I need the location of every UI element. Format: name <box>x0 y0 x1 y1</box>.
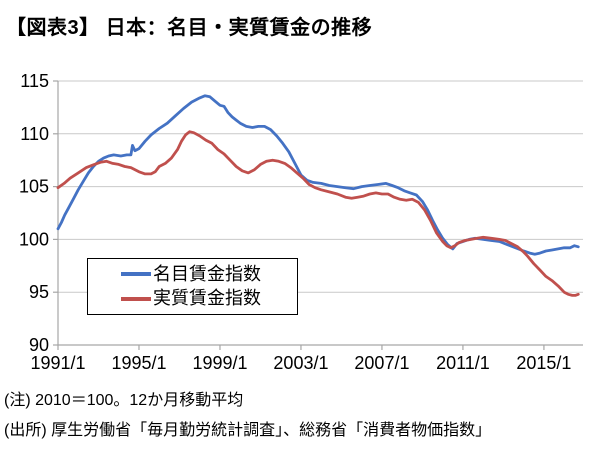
legend-label-real: 実質賃金指数 <box>153 288 261 309</box>
note-text: (注) 2010＝100。12か月移動平均 <box>4 392 244 409</box>
legend-label-nominal: 名目賃金指数 <box>153 263 261 284</box>
x-tick-label-1991: 1991/1 <box>30 353 85 373</box>
source-text: (出所) 厚生労働省「毎月勤労統計調査」、総務省「消費者物価指数」 <box>4 422 492 439</box>
x-tick-label-2011: 2011/1 <box>436 353 490 373</box>
x-tick-label-1999: 1999/1 <box>192 353 247 373</box>
x-tick-label-2007: 2007/1 <box>354 353 409 373</box>
legend-line-swatch-nominal <box>121 272 151 276</box>
x-tick-label-2015: 2015/1 <box>516 353 571 373</box>
legend: 名目賃金指数 実質賃金指数 <box>87 258 298 315</box>
y-tick-label-95: 95 <box>29 282 49 302</box>
legend-item-nominal: 名目賃金指数 <box>121 263 297 284</box>
x-tick-label-1995: 1995/1 <box>111 353 166 373</box>
y-tick-label-110: 110 <box>20 124 49 144</box>
y-tick-label-100: 100 <box>19 229 49 249</box>
real-wage-line <box>56 130 580 297</box>
nominal-wage-line <box>56 94 580 256</box>
x-tick-label-2003: 2003/1 <box>273 353 328 373</box>
y-tick-label-115: 115 <box>20 71 49 91</box>
legend-line-swatch-real <box>121 297 151 301</box>
y-tick-label-105: 105 <box>19 177 49 197</box>
legend-item-real: 実質賃金指数 <box>121 289 297 308</box>
y-tick-label-90: 90 <box>29 335 49 355</box>
page-title: 【図表3】 日本：名目・実質賃金の推移 <box>6 17 373 39</box>
